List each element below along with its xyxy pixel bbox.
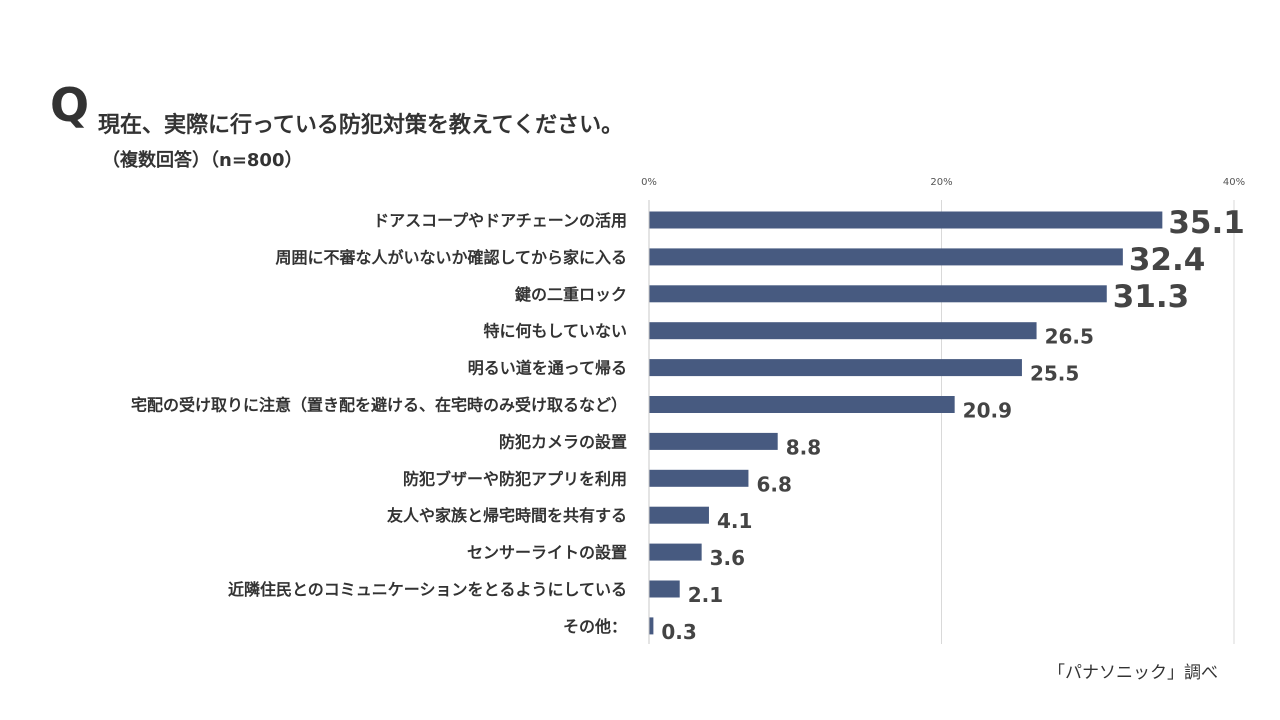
bar [649,543,702,561]
category-label: 鍵の二重ロック [515,285,627,304]
value-label: 3.6 [710,546,745,570]
category-label: 近隣住民とのコミュニケーションをとるようにしている [228,580,627,599]
category-label: 周囲に不審な人がいないか確認してから家に入る [275,248,627,267]
category-label: 特に何もしていない [483,322,627,341]
bar [649,359,1022,377]
category-label: 防犯カメラの設置 [499,432,627,451]
value-label: 4.1 [717,509,752,533]
value-label: 31.3 [1113,279,1190,315]
category-label: ドアスコープやドアチェーンの活用 [373,211,627,230]
source-note: 「パナソニック」調べ [1048,663,1218,683]
x-tick-label: 20% [930,177,952,188]
category-label: 防犯ブザーや防犯アプリを利用 [403,469,627,488]
value-label: 20.9 [963,399,1012,423]
bar [649,432,778,450]
bar [649,211,1163,229]
value-label: 26.5 [1045,325,1094,349]
category-label: 宅配の受け取りに注意（置き配を避ける、在宅時のみ受け取るなど） [131,396,627,415]
category-label: 明るい道を通って帰る [468,359,627,378]
category-label: センサーライトの設置 [467,543,627,562]
x-tick-label: 40% [1223,177,1245,188]
question-subtitle: （複数回答）（n=800） [102,150,303,171]
value-label: 2.1 [688,583,723,607]
bar [649,396,955,413]
category-label: その他： [563,617,627,636]
value-label: 0.3 [661,620,696,644]
bar [649,248,1123,266]
value-label: 6.8 [756,472,791,496]
bar [649,617,654,635]
bar [649,580,680,598]
x-tick-label: 0% [641,177,657,188]
question-title: 現在、実際に行っている防犯対策を教えてください。 [98,113,624,138]
bar [649,322,1037,340]
question-marker: Q [50,78,90,132]
bar [649,469,749,487]
value-label: 35.1 [1168,205,1245,241]
value-label: 8.8 [786,435,821,459]
category-label: 友人や家族と帰宅時間を共有する [387,506,627,525]
bar [649,285,1107,303]
value-label: 25.5 [1030,362,1079,386]
value-label: 32.4 [1129,242,1206,278]
bar [649,506,709,524]
